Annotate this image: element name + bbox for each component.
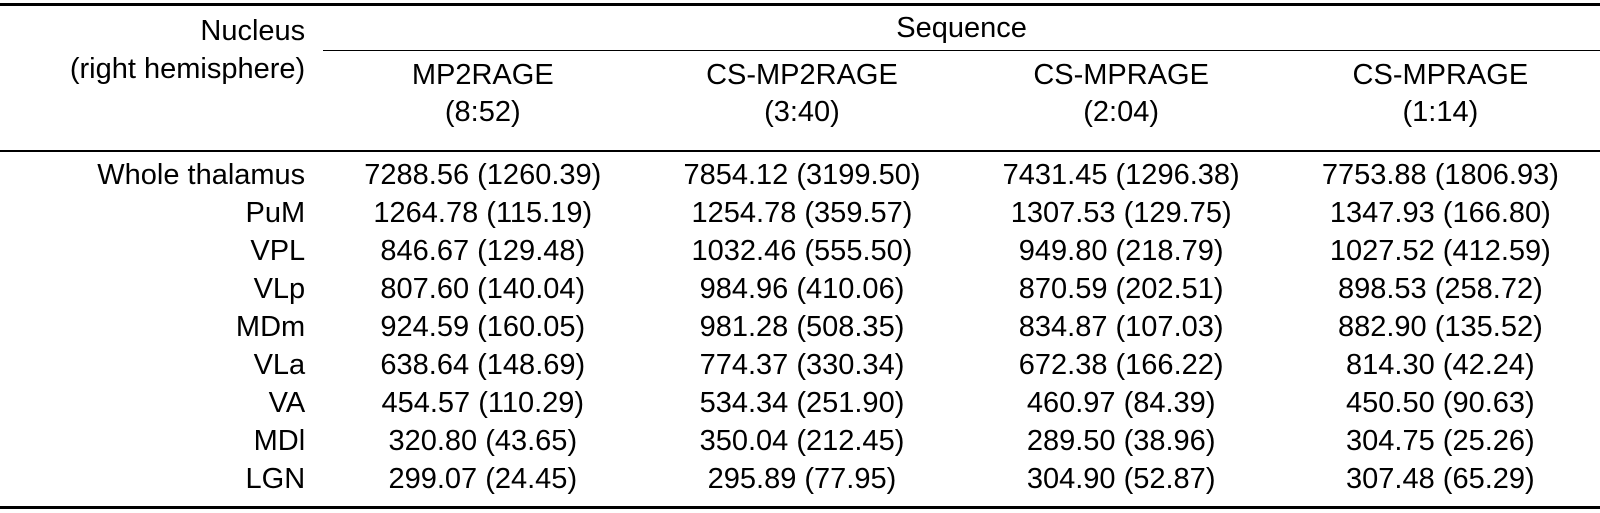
header-row-top: Nucleus (right hemisphere) Sequence — [0, 4, 1600, 85]
row-label: VPL — [250, 235, 306, 267]
data-cell: 320.80 (43.65) — [388, 425, 578, 457]
data-cell: 7753.88 (1806.93) — [1321, 159, 1559, 191]
sequence-group-header: Sequence — [323, 4, 1600, 51]
row-label: MDm — [235, 311, 306, 343]
data-cell: 924.59 (160.05) — [380, 311, 586, 343]
row-label: Whole thalamus — [97, 159, 306, 191]
sequence-name: CS-MPRAGE — [1033, 59, 1209, 91]
data-cell: 814.30 (42.24) — [1346, 349, 1535, 381]
table-row-lgn: LGN 299.07 (24.45) 295.89 (77.95) 304.90… — [0, 460, 1600, 508]
nucleus-header-line2: (right hemisphere) — [69, 53, 306, 85]
data-cell: 7854.12 (3199.50) — [683, 159, 921, 191]
column-header-cs-mprage-204: CS-MPRAGE (2:04) — [962, 51, 1281, 152]
data-cell: 1307.53 (129.75) — [1010, 197, 1232, 229]
row-label: VLa — [253, 349, 306, 381]
sequence-name: CS-MPRAGE — [1352, 59, 1529, 91]
sequence-time: (1:14) — [1402, 96, 1479, 128]
data-cell: 350.04 (212.45) — [699, 425, 905, 457]
data-cell: 1027.52 (412.59) — [1329, 235, 1551, 267]
data-cell: 304.90 (52.87) — [1026, 463, 1216, 495]
table-row-vlp: VLp 807.60 (140.04) 984.96 (410.06) 870.… — [0, 270, 1600, 308]
data-cell: 307.48 (65.29) — [1346, 463, 1535, 495]
data-cell: 1032.46 (555.50) — [691, 235, 913, 267]
data-cell: 949.80 (218.79) — [1018, 235, 1224, 267]
row-label: VA — [268, 387, 306, 419]
thalamus-nuclei-table: Nucleus (right hemisphere) Sequence MP2R… — [0, 3, 1600, 509]
sequence-name: CS-MP2RAGE — [706, 59, 898, 91]
sequence-time: (2:04) — [1083, 96, 1160, 128]
sequence-name: MP2RAGE — [411, 59, 554, 91]
data-cell: 870.59 (202.51) — [1018, 273, 1224, 305]
data-cell: 7288.56 (1260.39) — [364, 159, 602, 191]
data-cell: 1254.78 (359.57) — [691, 197, 913, 229]
data-cell: 774.37 (330.34) — [699, 349, 905, 381]
sequence-time: (8:52) — [444, 96, 521, 128]
table-row-vpl: VPL 846.67 (129.48) 1032.46 (555.50) 949… — [0, 232, 1600, 270]
table-row-vla: VLa 638.64 (148.69) 774.37 (330.34) 672.… — [0, 346, 1600, 384]
data-cell: 638.64 (148.69) — [380, 349, 586, 381]
header-row-sequences: MP2RAGE (8:52) CS-MP2RAGE (3:40) CS-MPRA… — [0, 51, 1600, 152]
data-cell: 807.60 (140.04) — [380, 273, 586, 305]
data-cell: 299.07 (24.45) — [388, 463, 578, 495]
data-cell: 672.38 (166.22) — [1018, 349, 1224, 381]
data-cell: 981.28 (508.35) — [699, 311, 905, 343]
column-header-cs-mp2rage: CS-MP2RAGE (3:40) — [642, 51, 961, 152]
data-cell: 7431.45 (1296.38) — [1002, 159, 1240, 191]
row-label: VLp — [253, 273, 306, 305]
data-cell: 846.67 (129.48) — [380, 235, 586, 267]
table-row-mdm: MDm 924.59 (160.05) 981.28 (508.35) 834.… — [0, 308, 1600, 346]
data-cell: 450.50 (90.63) — [1346, 387, 1535, 419]
data-cell: 834.87 (107.03) — [1018, 311, 1224, 343]
sequence-time: (3:40) — [764, 96, 840, 128]
column-header-cs-mprage-114: CS-MPRAGE (1:14) — [1281, 51, 1600, 152]
nucleus-column-header: Nucleus (right hemisphere) — [0, 5, 323, 152]
table-row-whole-thalamus: Whole thalamus 7288.56 (1260.39) 7854.12… — [0, 151, 1600, 194]
data-cell: 295.89 (77.95) — [707, 463, 897, 495]
data-cell: 534.34 (251.90) — [699, 387, 905, 419]
data-cell: 898.53 (258.72) — [1337, 273, 1543, 305]
data-cell: 1347.93 (166.80) — [1329, 197, 1551, 229]
column-header-mp2rage: MP2RAGE (8:52) — [323, 51, 642, 152]
data-cell: 304.75 (25.26) — [1346, 425, 1535, 457]
data-cell: 460.97 (84.39) — [1026, 387, 1216, 419]
data-cell: 289.50 (38.96) — [1026, 425, 1216, 457]
row-label: PuM — [245, 197, 306, 229]
data-cell: 882.90 (135.52) — [1337, 311, 1543, 343]
table-row-va: VA 454.57 (110.29) 534.34 (251.90) 460.9… — [0, 384, 1600, 422]
table-row-pum: PuM 1264.78 (115.19) 1254.78 (359.57) 13… — [0, 194, 1600, 232]
data-cell: 1264.78 (115.19) — [373, 197, 593, 229]
row-label: LGN — [245, 463, 306, 495]
row-label: MDl — [253, 425, 306, 457]
table-row-mdl: MDl 320.80 (43.65) 350.04 (212.45) 289.5… — [0, 422, 1600, 460]
data-cell: 454.57 (110.29) — [381, 387, 585, 419]
data-cell: 984.96 (410.06) — [699, 273, 905, 305]
nucleus-header-line1: Nucleus — [200, 15, 306, 47]
